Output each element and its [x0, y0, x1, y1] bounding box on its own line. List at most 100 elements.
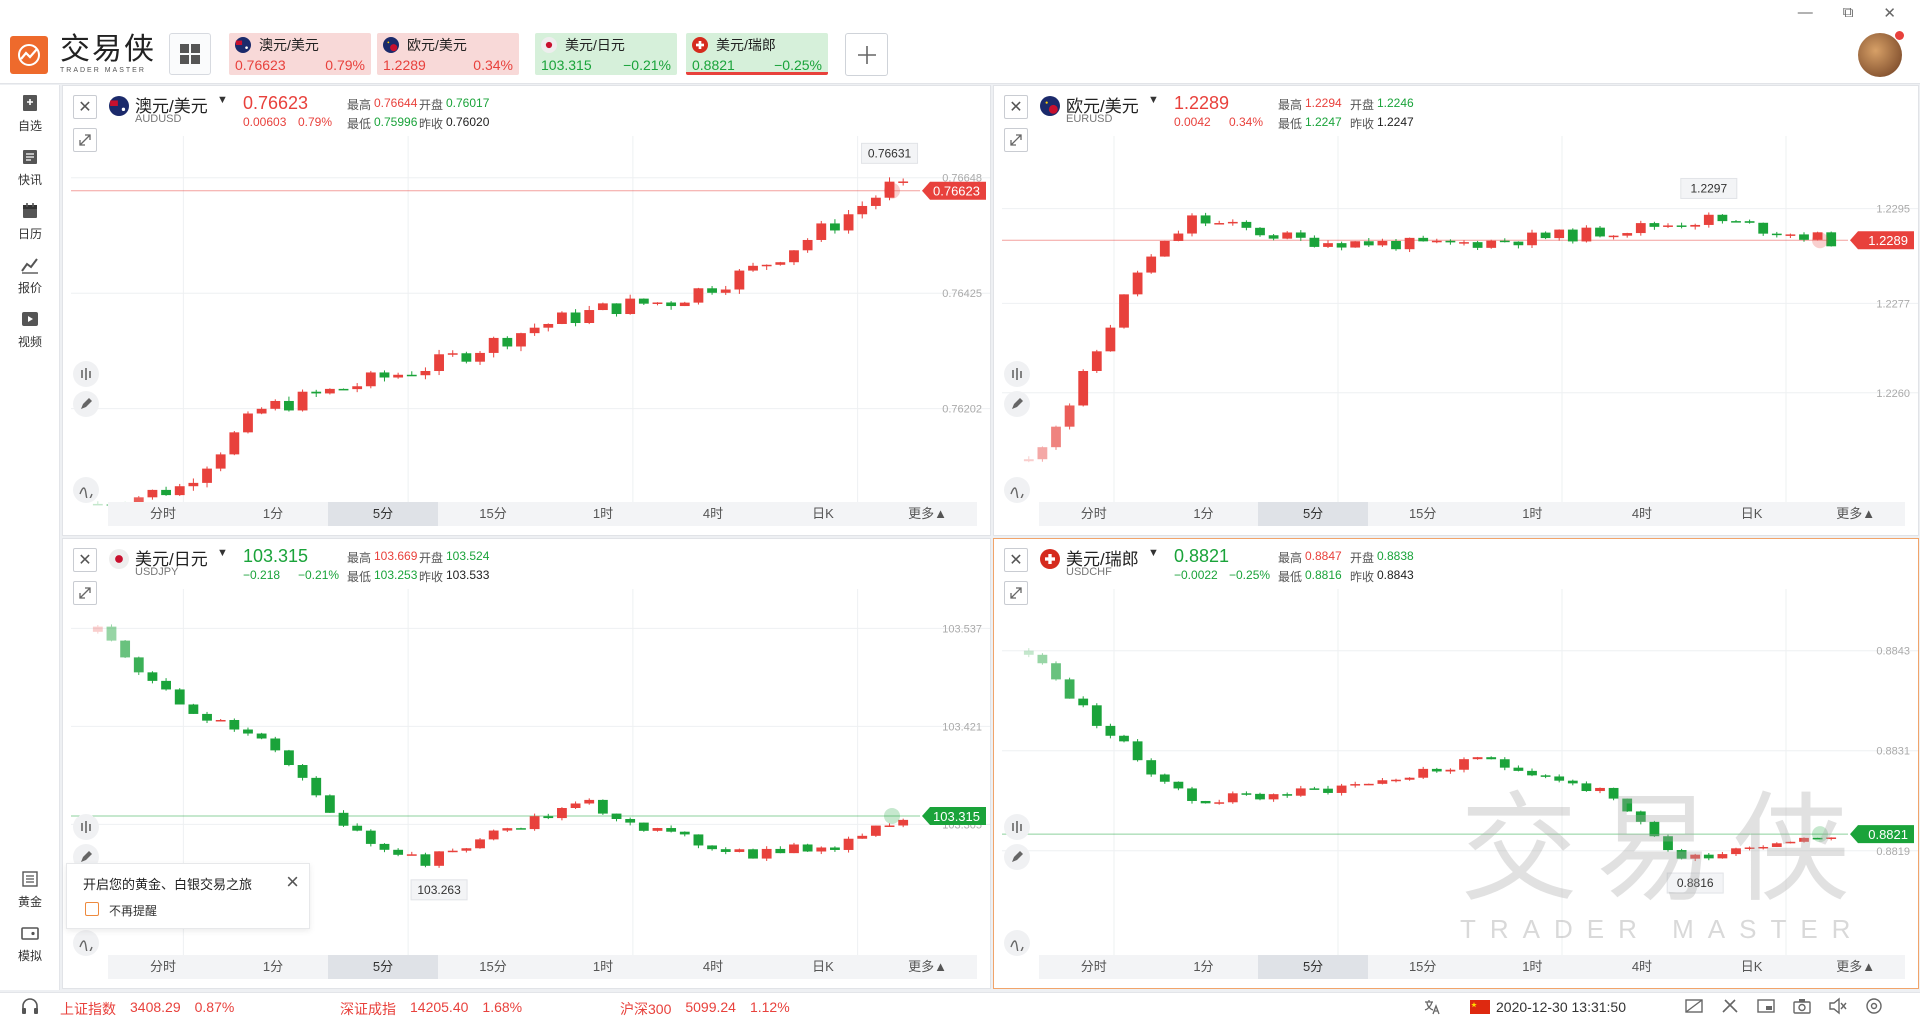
timeframe-tab[interactable]: 日K: [812, 506, 834, 521]
dont-remind-checkbox[interactable]: [85, 902, 99, 916]
layout-grid-button[interactable]: [169, 33, 211, 75]
timeframe-tab[interactable]: 更多▲: [1836, 959, 1876, 974]
close-panel-button[interactable]: ✕: [1004, 95, 1028, 119]
timeframe-tab[interactable]: 1分: [1193, 959, 1214, 974]
close-panel-button[interactable]: ✕: [1004, 548, 1028, 572]
translate-icon[interactable]: [1423, 999, 1441, 1015]
indicator-tool-button[interactable]: [1004, 361, 1030, 387]
quote-tab[interactable]: 欧元/美元 1.2289 0.34%: [377, 33, 519, 75]
refresh-off-icon[interactable]: [1684, 997, 1704, 1015]
chart-panel-usdchf[interactable]: ✕ 美元/瑞郎 ▼ USDCHF 0.8821 −0.0022 −0.25% 最…: [993, 538, 1919, 989]
candlestick-chart[interactable]: 1.22951.22771.226009:2010:4012:0013:201.…: [994, 86, 1919, 536]
timeframe-tab[interactable]: 日K: [1740, 506, 1763, 521]
chart-type-button[interactable]: [1004, 930, 1030, 956]
timeframe-tab[interactable]: 15分: [1408, 506, 1437, 521]
chart-type-button[interactable]: [73, 930, 99, 956]
timeframe-tab[interactable]: 5分: [328, 502, 438, 526]
timeframe-tab[interactable]: 4时: [1631, 959, 1653, 974]
settings-icon[interactable]: [1864, 997, 1884, 1015]
timeframe-tab[interactable]: 分时: [1080, 506, 1107, 521]
sidebar-item-calendar[interactable]: 日历: [0, 193, 60, 249]
expand-panel-button[interactable]: [1004, 581, 1028, 605]
popup-close-button[interactable]: ×: [286, 869, 299, 894]
timeframe-tab[interactable]: 15分: [479, 959, 507, 974]
chart-panel-usdjpy[interactable]: ✕ 美元/日元 ▼ USDJPY 103.315 −0.218 −0.21% 最…: [62, 538, 991, 989]
chart-panel-audusd[interactable]: ✕ 澳元/美元 ▼ AUDUSD 0.76623 0.00603 0.79% 最…: [62, 85, 991, 536]
timeframe-tab[interactable]: 1分: [262, 506, 284, 521]
timeframe-tab[interactable]: 分时: [1080, 959, 1107, 974]
draw-tool-button[interactable]: [1004, 844, 1030, 870]
tools-icon[interactable]: [1720, 997, 1740, 1015]
sidebar-item-gold[interactable]: 黄金: [0, 861, 60, 917]
timeframe-tab[interactable]: 1时: [1522, 959, 1543, 974]
close-panel-button[interactable]: ✕: [73, 548, 97, 572]
timeframe-tab[interactable]: 1时: [1522, 506, 1543, 521]
max-price-label: 1.2297: [1690, 181, 1727, 195]
candle: [1731, 847, 1741, 857]
headset-icon[interactable]: [20, 998, 40, 1016]
chart-panel-eurusd[interactable]: ✕ 欧元/美元 ▼ EURUSD 1.2289 0.0042 0.34% 最高 …: [993, 85, 1919, 536]
sidebar-item-news[interactable]: 快讯: [0, 139, 60, 195]
timeframe-tab[interactable]: 5分: [328, 955, 438, 979]
chart-type-button[interactable]: [1004, 477, 1030, 503]
symbol-dropdown-caret-icon[interactable]: ▼: [1148, 94, 1159, 106]
timeframe-tab[interactable]: 日K: [812, 959, 834, 974]
timeframe-tab[interactable]: 4时: [1631, 506, 1653, 521]
draw-tool-button[interactable]: [73, 391, 99, 417]
camera-icon[interactable]: [1792, 997, 1812, 1015]
indicator-tool-button[interactable]: [1004, 814, 1030, 840]
timeframe-tab[interactable]: 更多▲: [908, 506, 947, 521]
market-index[interactable]: 深证成指 14205.40 1.68%: [340, 999, 522, 1019]
expand-panel-button[interactable]: [1004, 128, 1028, 152]
timeframe-tab[interactable]: 更多▲: [908, 959, 947, 974]
market-index[interactable]: 沪深300 5099.24 1.12%: [620, 999, 790, 1019]
draw-tool-button[interactable]: [1004, 391, 1030, 417]
user-avatar[interactable]: [1858, 31, 1904, 77]
close-panel-button[interactable]: ✕: [73, 95, 97, 119]
mute-icon[interactable]: [1828, 997, 1848, 1015]
timeframe-tab[interactable]: 1分: [1193, 506, 1214, 521]
symbol-name[interactable]: 澳元/美元: [135, 97, 208, 116]
timeframe-tab[interactable]: 更多▲: [1836, 506, 1876, 521]
timeframe-tab[interactable]: 5分: [1258, 955, 1368, 979]
timeframe-tab[interactable]: 4时: [702, 506, 724, 521]
sidebar-item-video[interactable]: 视频: [0, 301, 60, 357]
symbol-dropdown-caret-icon[interactable]: ▼: [217, 547, 228, 559]
timeframe-tab[interactable]: 1分: [262, 959, 284, 974]
expand-panel-button[interactable]: [73, 581, 97, 605]
candlestick-chart[interactable]: 103.537103.421103.30510:0011:2012:40103.…: [63, 539, 991, 989]
add-quote-tab-button[interactable]: [845, 33, 888, 76]
restore-button[interactable]: ⧉: [1842, 4, 1854, 21]
quote-tab[interactable]: 美元/瑞郎 0.8821 −0.25%: [686, 33, 828, 75]
sidebar-item-simulate[interactable]: 模拟: [0, 915, 60, 971]
timeframe-tab[interactable]: 15分: [479, 506, 507, 521]
indicator-tool-button[interactable]: [73, 814, 99, 840]
timeframe-tab[interactable]: 日K: [1740, 959, 1763, 974]
close-window-button[interactable]: ✕: [1883, 5, 1896, 22]
pip-icon[interactable]: [1756, 997, 1776, 1015]
symbol-name[interactable]: 美元/瑞郎: [1066, 550, 1139, 569]
chart-type-button[interactable]: [73, 477, 99, 503]
symbol-dropdown-caret-icon[interactable]: ▼: [1148, 547, 1159, 559]
timeframe-tab[interactable]: 分时: [149, 959, 176, 974]
expand-panel-button[interactable]: [73, 128, 97, 152]
quote-tab[interactable]: 澳元/美元 0.76623 0.79%: [229, 33, 371, 75]
candlestick-chart[interactable]: 0.766480.764250.7620209:2010:4012:0013:2…: [63, 86, 991, 536]
timeframe-tab[interactable]: 1时: [592, 506, 614, 521]
market-index[interactable]: 上证指数 3408.29 0.87%: [60, 999, 234, 1019]
symbol-dropdown-caret-icon[interactable]: ▼: [217, 94, 228, 106]
sidebar-item-line-chart[interactable]: 报价: [0, 247, 60, 303]
indicator-tool-button[interactable]: [73, 361, 99, 387]
symbol-name[interactable]: 欧元/美元: [1066, 97, 1139, 116]
candle: [1146, 758, 1157, 777]
timeframe-tab[interactable]: 4时: [702, 959, 724, 974]
quote-tab[interactable]: 美元/日元 103.315 −0.21%: [535, 33, 677, 75]
candlestick-chart[interactable]: 0.88430.88310.881909:2010:4012:0013:200.…: [994, 539, 1919, 989]
timeframe-tab[interactable]: 15分: [1408, 959, 1437, 974]
sidebar-item-bookmark-add[interactable]: 自选: [0, 85, 60, 141]
timeframe-tab[interactable]: 1时: [592, 959, 614, 974]
timeframe-tab[interactable]: 分时: [149, 506, 176, 521]
timeframe-tab[interactable]: 5分: [1258, 502, 1368, 526]
symbol-name[interactable]: 美元/日元: [135, 550, 208, 569]
minimize-button[interactable]: —: [1797, 4, 1813, 21]
